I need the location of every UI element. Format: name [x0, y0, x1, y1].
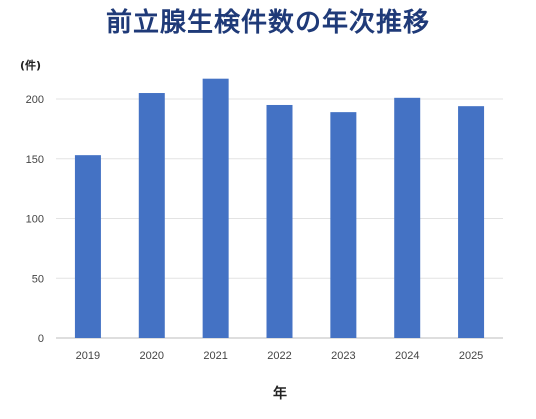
x-tick-label: 2020 [140, 350, 164, 362]
y-tick-labels: 0 50 100 150 200 [26, 94, 44, 345]
bar-2022 [266, 104, 293, 338]
y-tick-label: 100 [26, 214, 44, 226]
x-tick-label: 2022 [267, 350, 291, 362]
y-tick-label: 0 [38, 333, 44, 345]
bars [74, 78, 485, 339]
y-tick-label: 150 [26, 154, 44, 166]
bar-2019 [74, 155, 101, 338]
bar-2024 [394, 97, 421, 339]
bar-2025 [458, 106, 485, 338]
x-axis-label: 年 [273, 385, 287, 402]
bar-2021 [202, 78, 229, 338]
y-axis-label: (件) [20, 58, 41, 72]
x-tick-label: 2024 [395, 350, 419, 362]
chart-title: 前立腺生検件数の年次推移 [105, 8, 430, 38]
x-tick-label: 2023 [331, 350, 355, 362]
y-tick-label: 200 [26, 94, 44, 106]
x-tick-label: 2025 [459, 350, 483, 362]
x-tick-label: 2021 [203, 350, 227, 362]
x-tick-label: 2019 [76, 350, 100, 362]
bar-2020 [138, 93, 165, 339]
y-tick-label: 50 [32, 273, 44, 285]
bar-2023 [330, 112, 357, 339]
x-tick-labels: 2019 2020 2021 2022 2023 2024 2025 [76, 350, 484, 362]
